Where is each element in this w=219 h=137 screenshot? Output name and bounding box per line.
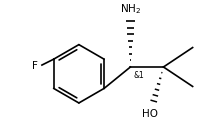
- Text: HO: HO: [142, 109, 158, 119]
- Text: F: F: [32, 61, 38, 71]
- Text: NH$_2$: NH$_2$: [120, 3, 141, 16]
- Text: &1: &1: [133, 71, 144, 80]
